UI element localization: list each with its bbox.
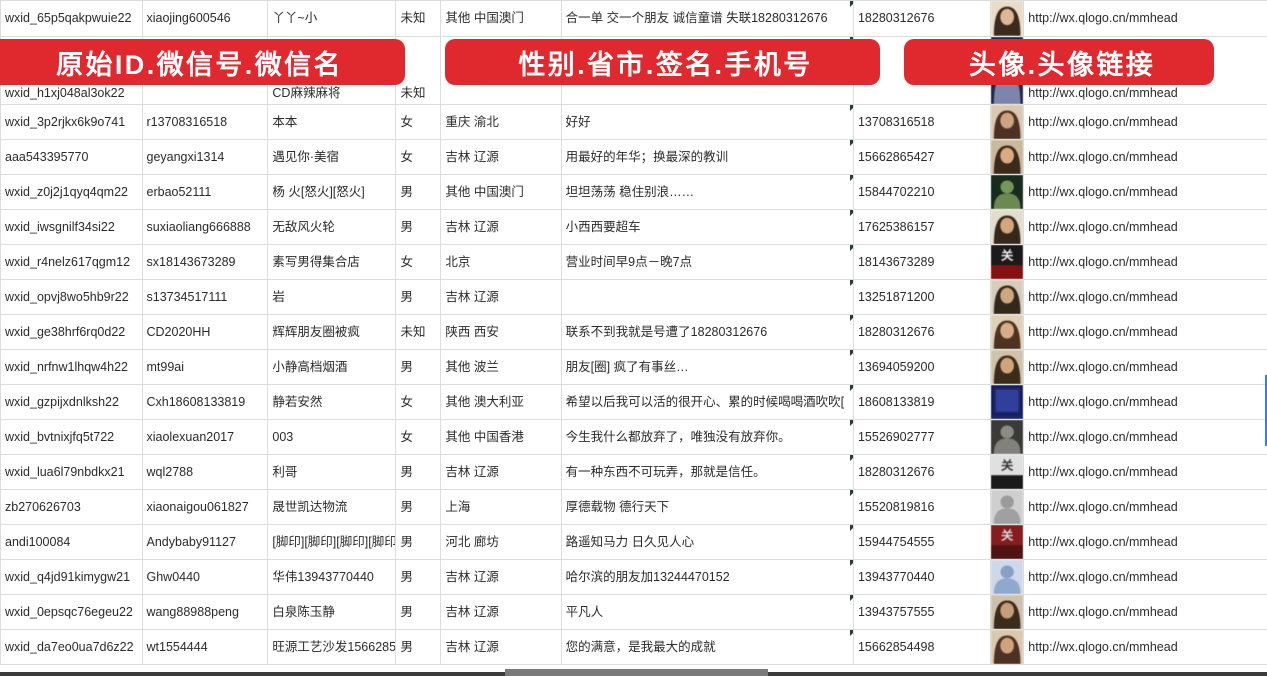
svg-text:关: 关 [1001, 458, 1014, 473]
svg-text:关: 关 [1001, 248, 1014, 263]
svg-text:关: 关 [1001, 528, 1014, 543]
